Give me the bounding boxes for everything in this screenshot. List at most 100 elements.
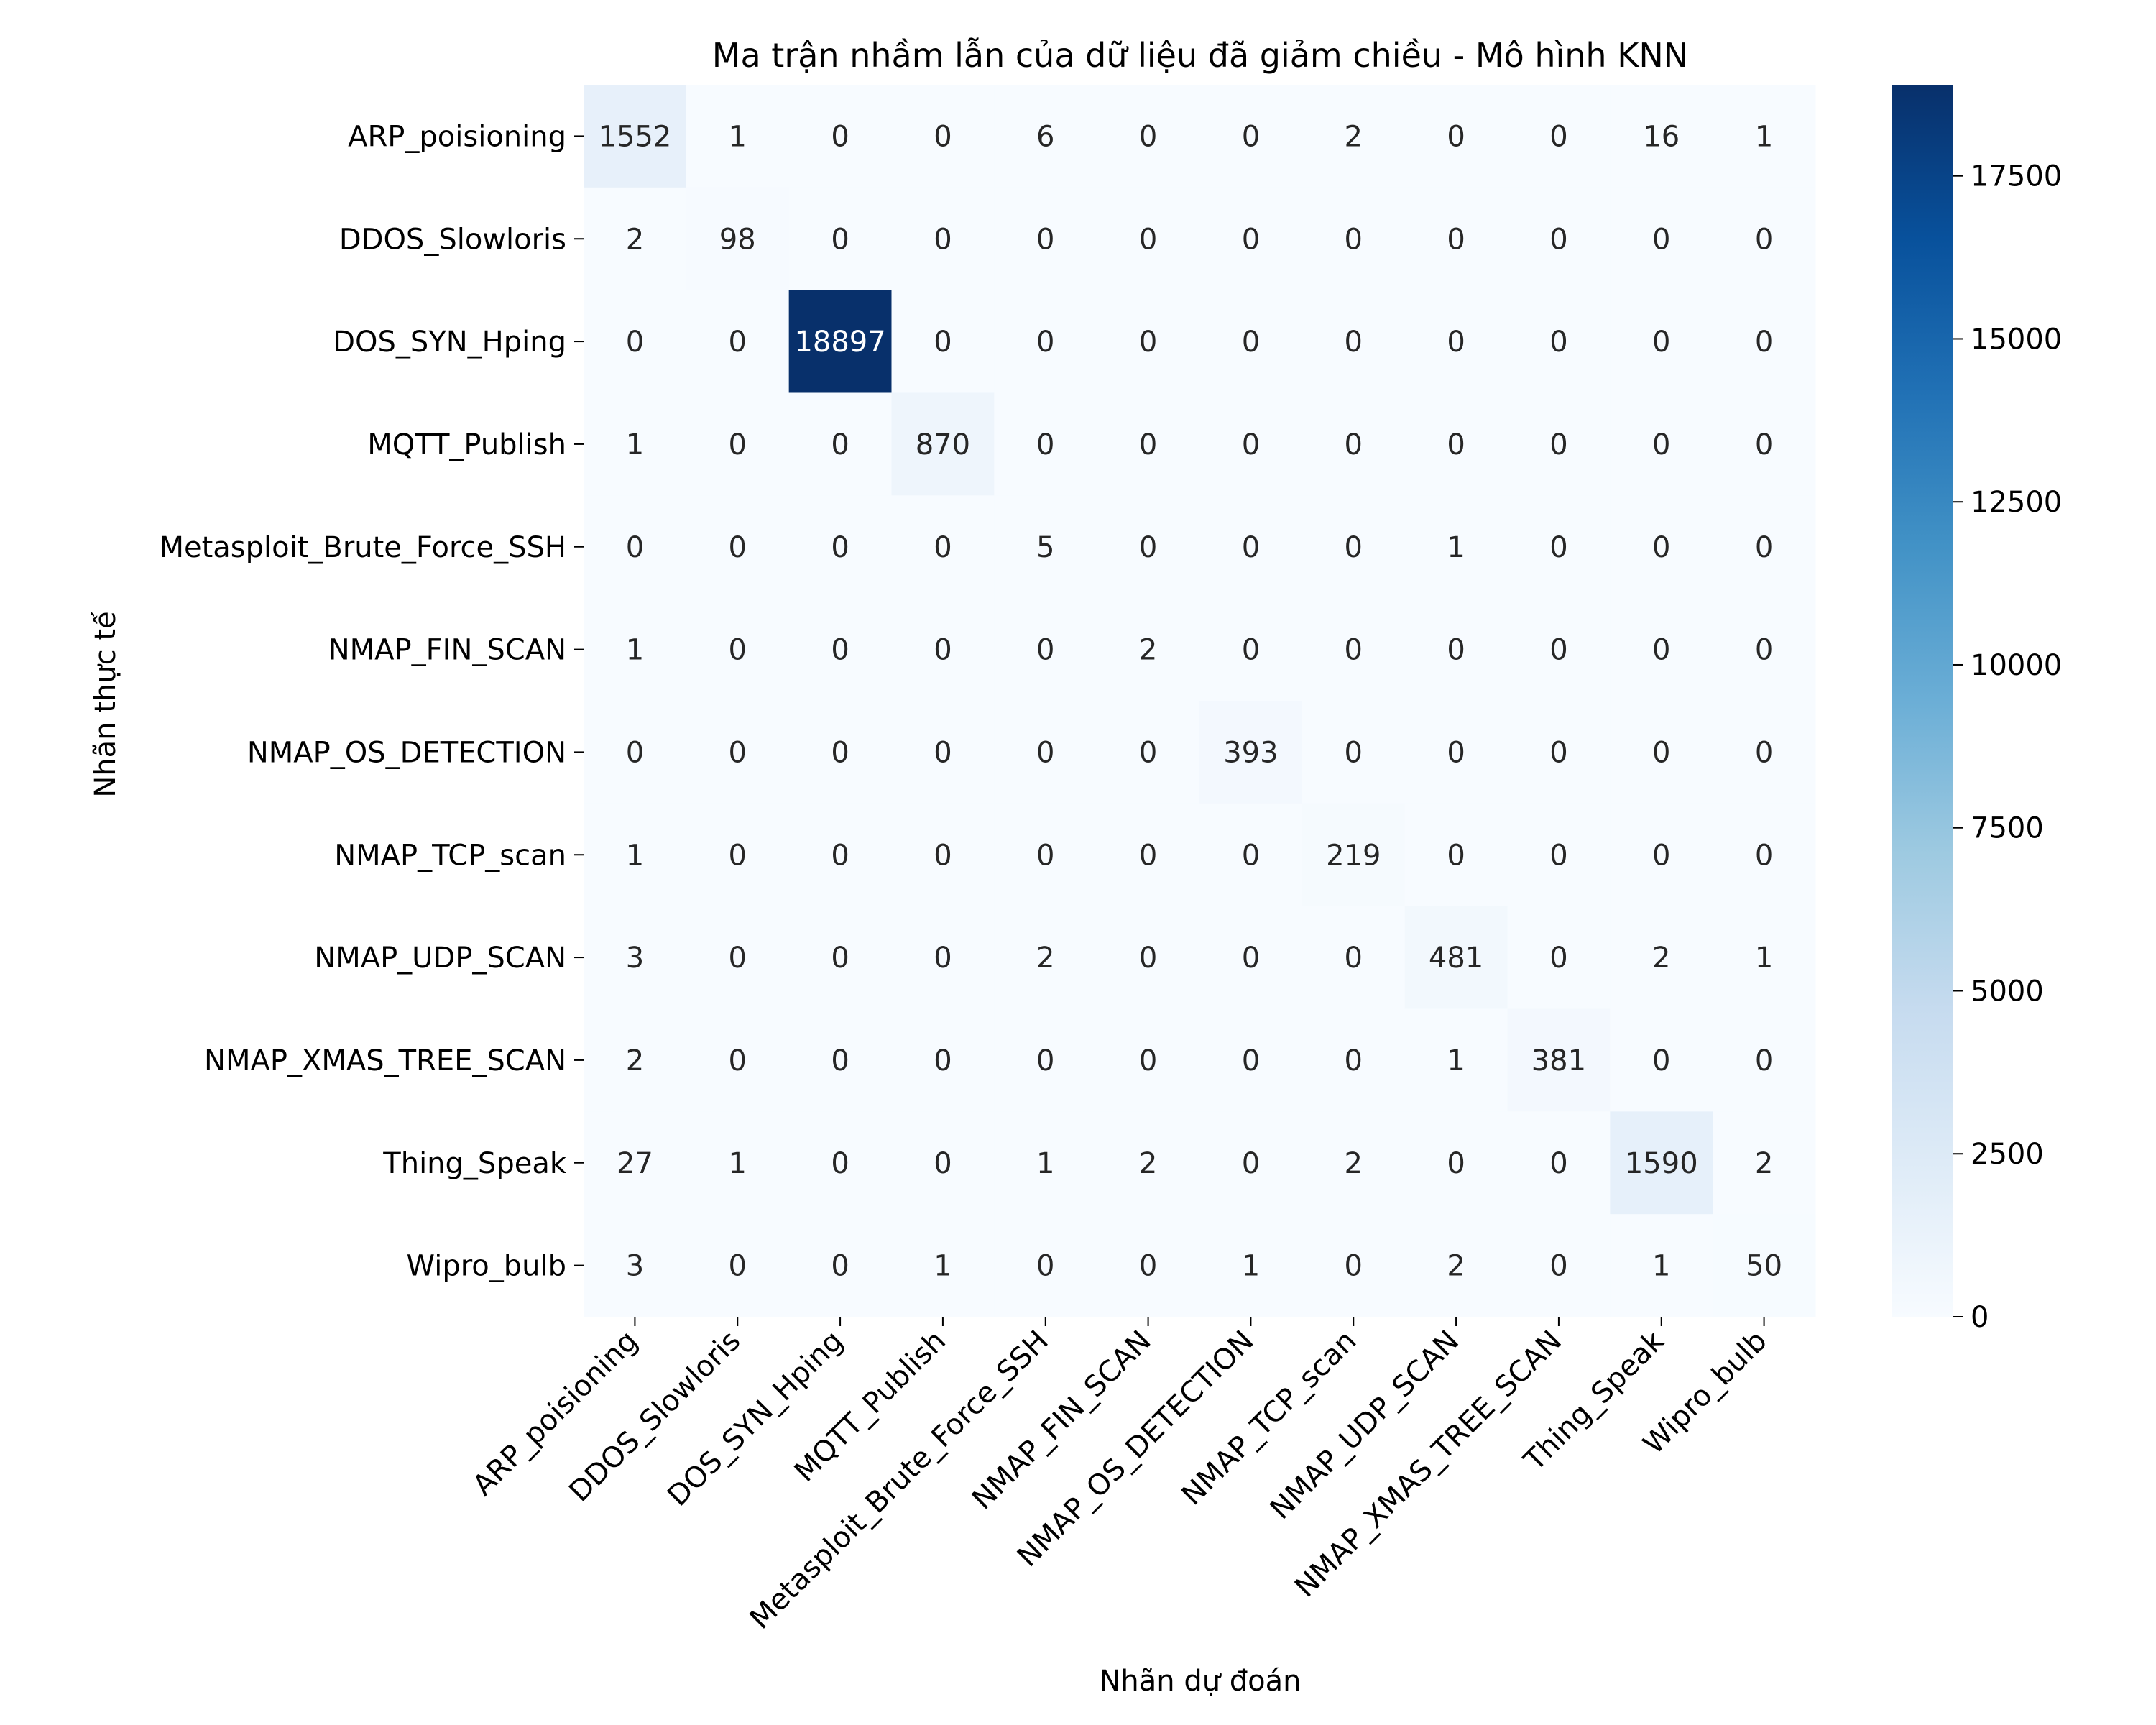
- cell-value-label: 0: [1036, 839, 1054, 872]
- cell-value-label: 0: [1036, 1044, 1054, 1077]
- cell-value-label: 0: [729, 1250, 747, 1283]
- heatmap-cell: [1404, 187, 1508, 291]
- cell-value-label: 0: [934, 1147, 952, 1180]
- cell-value-label: 1590: [1625, 1147, 1698, 1180]
- heatmap-cell: [1507, 598, 1611, 702]
- cell-value-label: 870: [916, 428, 970, 461]
- cell-value-label: 0: [1652, 223, 1670, 256]
- cell-value-label: 0: [831, 1250, 849, 1283]
- heatmap-cell: [1302, 906, 1406, 1009]
- cell-value-label: 0: [831, 736, 849, 769]
- cell-value-label: 3: [626, 942, 644, 975]
- heatmap-cell: [1302, 187, 1406, 291]
- heatmap-cell: [891, 1214, 995, 1317]
- heatmap-cell: [686, 392, 790, 496]
- heatmap-cell: [1713, 1111, 1816, 1215]
- cell-value-label: 1552: [599, 120, 672, 153]
- y-tick-label: NMAP_FIN_SCAN: [328, 634, 566, 667]
- heatmap-cell: [1199, 290, 1303, 393]
- cell-value-label: 0: [934, 942, 952, 975]
- heatmap-cell: [1507, 1008, 1611, 1112]
- heatmap-cell: [1713, 290, 1816, 393]
- heatmap-cell: [1404, 290, 1508, 393]
- heatmap-cell: [1610, 598, 1713, 702]
- colorbar: 0 2500 5000 7500 10000 12500 15000 17500: [1892, 85, 2062, 1334]
- heatmap-cell: [891, 290, 995, 393]
- colorbar-tick-label: 5000: [1971, 975, 2044, 1008]
- cell-value-label: 0: [1447, 326, 1465, 359]
- heatmap-cell: [1610, 701, 1713, 804]
- x-tick-label: NMAP_FIN_SCAN: [966, 1325, 1158, 1517]
- cell-value-label: 0: [1139, 223, 1157, 256]
- cell-value-label: 0: [1549, 428, 1567, 461]
- cell-value-label: 0: [729, 839, 747, 872]
- cell-value-label: 0: [934, 223, 952, 256]
- cell-value-label: 1: [626, 428, 644, 461]
- cell-value-label: 0: [1549, 634, 1567, 667]
- x-tick-label: NMAP_UDP_SCAN: [1264, 1325, 1466, 1527]
- heatmap-cell: [584, 906, 687, 1009]
- heatmap-cell: [1302, 392, 1406, 496]
- cell-value-label: 0: [1139, 736, 1157, 769]
- heatmap-cell: [1199, 906, 1303, 1009]
- cell-value-label: 3: [626, 1250, 644, 1283]
- heatmap-cell: [1713, 906, 1816, 1009]
- heatmap-cell: [1199, 1008, 1303, 1112]
- heatmap-cell: [788, 187, 892, 291]
- cell-value-label: 1: [626, 839, 644, 872]
- cell-value-label: 0: [934, 120, 952, 153]
- cell-value-label: 2: [626, 1044, 644, 1077]
- cell-value-label: 0: [729, 428, 747, 461]
- heatmap-cell: [994, 1008, 1097, 1112]
- heatmap-cell: [686, 495, 790, 599]
- heatmap-cell: [1097, 1008, 1200, 1112]
- heatmap-cell: [1507, 906, 1611, 1009]
- heatmap-cell: [686, 187, 790, 291]
- cell-value-label: 0: [1242, 326, 1260, 359]
- heatmap-cell: [891, 906, 995, 1009]
- cell-value-label: 0: [934, 736, 952, 769]
- cell-value-label: 0: [1447, 736, 1465, 769]
- heatmap-cell: [994, 906, 1097, 1009]
- heatmap-cell: [994, 495, 1097, 599]
- heatmap-cell: [584, 803, 687, 907]
- heatmap-cell: [1097, 187, 1200, 291]
- heatmap-cell: [994, 1214, 1097, 1317]
- y-tick-label: DOS_SYN_Hping: [333, 326, 566, 359]
- x-axis-label: Nhãn dự đoán: [1099, 1665, 1301, 1698]
- cell-value-label: 0: [1549, 839, 1567, 872]
- x-tick-label: DDOS_Slowloris: [563, 1325, 747, 1509]
- cell-value-label: 0: [1345, 736, 1363, 769]
- heatmap-cell: [891, 803, 995, 907]
- cell-value-label: 1: [1447, 531, 1465, 564]
- heatmap-cell: [994, 392, 1097, 496]
- heatmap-cell: [788, 598, 892, 702]
- cell-value-label: 0: [1242, 1147, 1260, 1180]
- y-tick-label: MQTT_Publish: [367, 428, 566, 461]
- heatmap-cell: [1610, 290, 1713, 393]
- y-tick-label: NMAP_OS_DETECTION: [247, 736, 566, 769]
- heatmap-cell: [788, 85, 892, 188]
- heatmap-cell: [1097, 495, 1200, 599]
- cell-value-label: 0: [1345, 531, 1363, 564]
- cell-value-label: 0: [1139, 942, 1157, 975]
- heatmap-cell: [788, 495, 892, 599]
- cell-value-label: 0: [1139, 1044, 1157, 1077]
- heatmap-cell: [686, 906, 790, 1009]
- cell-value-label: 0: [1036, 634, 1054, 667]
- heatmap-cell: [788, 701, 892, 804]
- heatmap-cell: [584, 1111, 687, 1215]
- cell-value-label: 0: [1345, 326, 1363, 359]
- cell-value-label: 0: [729, 736, 747, 769]
- y-tick-label: DDOS_Slowloris: [339, 223, 566, 256]
- heatmap-cell: [1302, 1214, 1406, 1317]
- heatmap-cell: [1610, 906, 1713, 1009]
- cell-value-label: 0: [831, 839, 849, 872]
- cell-value-label: 0: [831, 942, 849, 975]
- cell-value-label: 0: [1345, 942, 1363, 975]
- cell-value-label: 0: [831, 120, 849, 153]
- heatmap-cell: [1404, 392, 1508, 496]
- heatmap-cell: [1097, 392, 1200, 496]
- heatmap-cell: [788, 1214, 892, 1317]
- cell-value-label: 2: [626, 223, 644, 256]
